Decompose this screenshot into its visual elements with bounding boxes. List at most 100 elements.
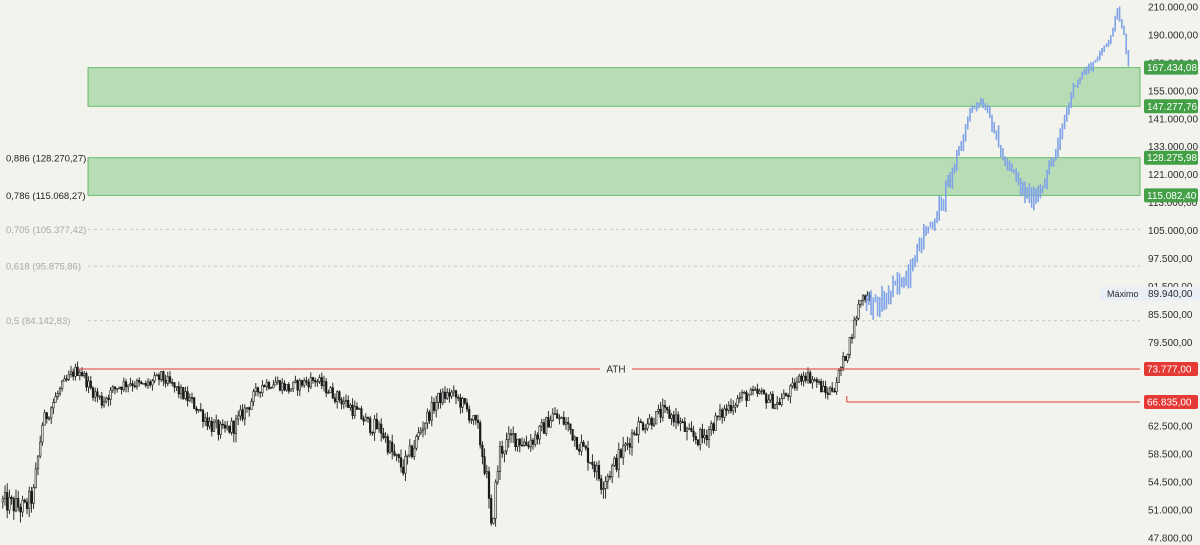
projection-bars-layer (865, 6, 1130, 320)
candle-body (562, 417, 565, 425)
candle-body (252, 391, 255, 402)
candle-body (762, 390, 766, 395)
candle-body (575, 436, 579, 450)
candle-body (56, 393, 59, 397)
candle-body (294, 380, 297, 383)
candle-body (309, 377, 312, 388)
candle-body (679, 421, 682, 424)
candle-body (168, 376, 172, 383)
candle-body (564, 422, 568, 425)
candle-body (490, 498, 493, 524)
candle-body (452, 390, 455, 393)
candle-body (391, 441, 394, 453)
candle-body (21, 499, 24, 513)
candle-body (432, 402, 436, 411)
candle-body (615, 457, 618, 470)
candle-body (606, 475, 609, 482)
candle-body (476, 419, 480, 423)
candle-body (622, 445, 625, 458)
candle-body (256, 387, 260, 393)
candle-body (283, 382, 286, 391)
candle-body (340, 399, 343, 405)
candle-body (600, 478, 603, 490)
candle-body (120, 386, 123, 390)
candle-body (459, 397, 462, 408)
candle-body (19, 506, 22, 513)
candle-body (190, 397, 194, 399)
price-axis-tick: 85.500,00 (1148, 310, 1193, 321)
green-zone-2[interactable] (87, 157, 1141, 196)
candle-body (327, 392, 330, 394)
candle-body (380, 423, 383, 434)
candle-body (701, 428, 704, 438)
candle-body (373, 418, 376, 434)
candle-body (791, 382, 794, 387)
candle-body (727, 405, 730, 411)
candle-body (553, 413, 557, 415)
candle-body (608, 475, 612, 478)
candle-body (331, 387, 334, 399)
candle-body (652, 423, 656, 426)
ath-label: ATH (606, 365, 625, 376)
candle-body (714, 415, 717, 431)
zone-1-top-tag-text: 167.434,08 (1147, 63, 1197, 74)
candle-body (259, 391, 262, 394)
candle-body (45, 412, 48, 419)
candle-body (842, 356, 845, 368)
candle-body (206, 417, 209, 427)
candle-body (626, 443, 629, 445)
candle-body (716, 415, 719, 418)
candle-body (542, 422, 546, 434)
candle-body (10, 496, 13, 499)
price-axis-tick: 47.800,00 (1148, 534, 1193, 545)
candle-body (276, 380, 279, 383)
candle-body (850, 337, 854, 339)
candle-body (809, 372, 812, 384)
fib-label-2: 0,786 (115.068,27) (6, 191, 86, 202)
candle-body (736, 398, 739, 406)
candle-body (864, 295, 867, 301)
candle-body (219, 423, 222, 435)
candle-body (584, 445, 587, 449)
candle-body (129, 383, 132, 386)
candle-body (421, 428, 425, 432)
candle-body (254, 387, 257, 392)
green-zone-1[interactable] (87, 67, 1141, 107)
candle-body (25, 501, 29, 509)
candle-body (32, 487, 35, 504)
candle-body (494, 481, 497, 519)
candle-body (274, 381, 277, 386)
candle-body (278, 380, 282, 391)
candle-body (859, 299, 862, 305)
candle-body (146, 381, 150, 386)
candle-body (162, 371, 165, 381)
candle-body (461, 397, 464, 408)
candle-body (122, 381, 125, 390)
candle-body (855, 317, 858, 321)
candle-body (113, 386, 117, 390)
candle-body (155, 374, 158, 377)
candle-body (765, 393, 768, 404)
candle-body (366, 416, 370, 419)
candle-body (177, 386, 180, 395)
candle-body (65, 378, 68, 381)
candle-body (648, 417, 651, 425)
candle-body (826, 392, 829, 395)
candle-body (470, 419, 473, 422)
candle-body (683, 421, 686, 432)
candle-body (782, 393, 785, 399)
candle-body (217, 420, 220, 435)
candle-body (567, 422, 570, 425)
candle-body (784, 393, 788, 396)
candle-body (846, 354, 849, 361)
candle-body (619, 449, 623, 458)
candle-body (94, 391, 97, 398)
candle-body (597, 465, 601, 480)
candle-body (685, 428, 689, 432)
candle-body (342, 401, 345, 405)
candle-body (193, 397, 196, 409)
candle-body (677, 414, 680, 424)
candle-body (248, 407, 251, 410)
candle-body (813, 379, 816, 381)
